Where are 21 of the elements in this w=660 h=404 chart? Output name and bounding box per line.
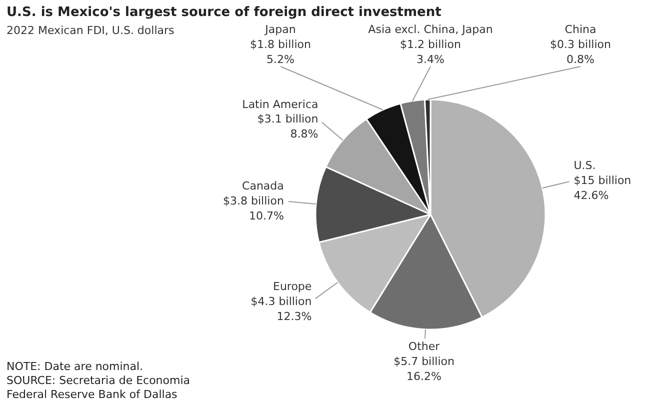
data-label: $3.8 billion 10.7%	[223, 194, 284, 223]
text: 2022 Mexican FDI, U.S. dollars	[6, 24, 175, 37]
data-label: $3.1 billion 8.8%	[257, 112, 318, 141]
slice-label: China	[564, 23, 596, 36]
slice-label: Asia excl. China, Japan	[368, 23, 493, 36]
data-label: $1.2 billion 3.4%	[400, 38, 461, 66]
text: NOTE: Date are nominal.	[6, 360, 144, 373]
slice-label: Other	[408, 340, 440, 354]
data-label: $0.3 billion 0.8%	[550, 38, 611, 66]
slice-label: U.S.	[574, 159, 596, 172]
text: Federal Reserve Bank of Dallas	[6, 388, 178, 401]
source-note: SOURCE: Secretaria de Economia	[6, 374, 190, 387]
slice-label: Latin America	[242, 98, 318, 111]
slice-label: Europe	[273, 280, 312, 293]
data-label: $15 billion 42.6%	[574, 174, 632, 202]
slice-label: Canada	[242, 180, 284, 193]
slice-label: Japan	[264, 23, 296, 36]
chart-title: U.S. is Mexico's largest source of foreign direct investment	[6, 5, 442, 20]
data-label: $1.8 billion 5.2%	[250, 38, 311, 66]
data-label: $4.3 billion 12.3%	[250, 294, 312, 323]
data-label: $5.7 billion 16.2%	[394, 355, 455, 384]
